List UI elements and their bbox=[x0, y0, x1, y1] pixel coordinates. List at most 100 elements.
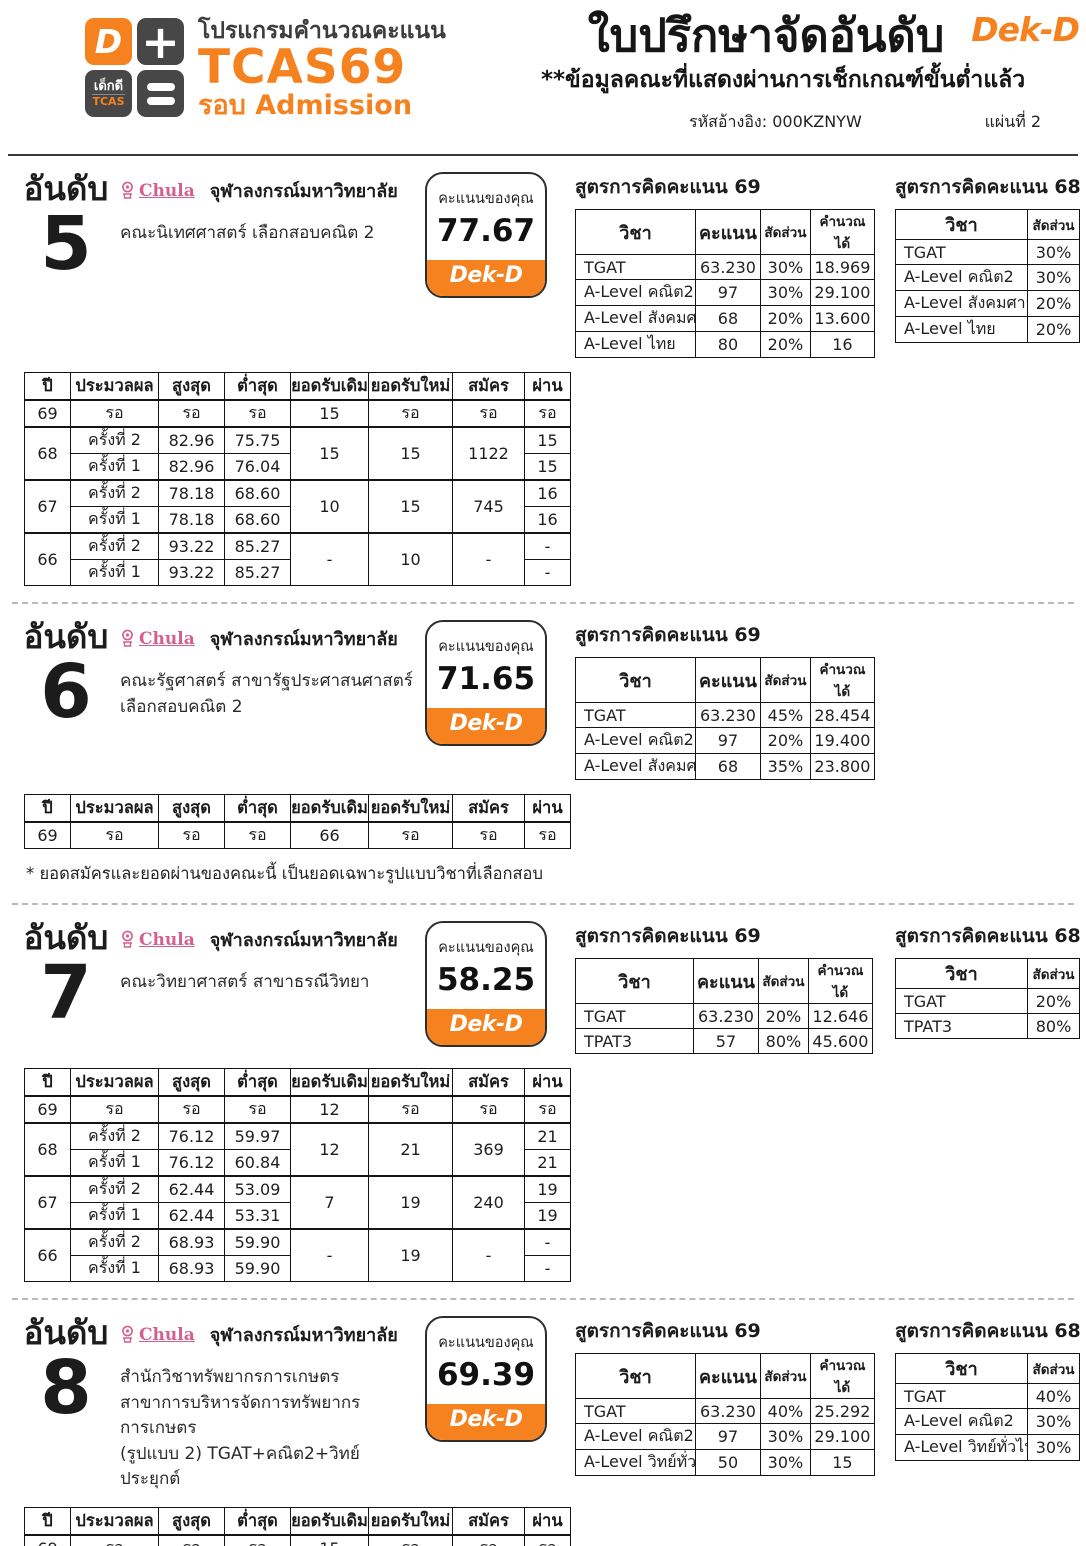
chula-crest-icon bbox=[122, 181, 133, 199]
formula-cell: A-Level คณิต2 bbox=[575, 279, 696, 306]
dekd-badge: Dek-D bbox=[427, 1404, 545, 1440]
stats-header-cell: สมัคร bbox=[452, 1506, 525, 1536]
stats-cell: 69 bbox=[24, 821, 71, 849]
stats-cell: 15 bbox=[524, 453, 571, 481]
app-logo: D + เด็กดี TCAS โปรแกรมคำนวณคะแนน TCAS69… bbox=[85, 18, 446, 121]
formula-cell: 20% bbox=[759, 727, 811, 754]
stats-cell: 16 bbox=[524, 479, 571, 507]
formula-header-cell: คะแนน bbox=[695, 1353, 761, 1399]
formula-cell: 15 bbox=[809, 1449, 875, 1476]
stats-header-cell: สมัคร bbox=[452, 372, 525, 401]
formula-cell: TGAT bbox=[575, 1003, 694, 1029]
formula-cell: 30% bbox=[759, 279, 811, 306]
formula-cell: TGAT bbox=[575, 254, 696, 280]
stats-cell: รอ bbox=[224, 1095, 291, 1124]
stats-header-cell: ยอดรับใหม่ bbox=[368, 794, 453, 823]
meta-row: รหัสอ้างอิง: 000KZNYW แผ่นที่ 2 bbox=[541, 98, 1081, 135]
stats-header-cell: ต่ำสุด bbox=[224, 1506, 291, 1536]
stats-cell: - bbox=[524, 1255, 571, 1282]
stats-cell: 68.93 bbox=[158, 1228, 225, 1256]
stats-cell: 19 bbox=[368, 1175, 453, 1230]
stats-header-cell: ปี bbox=[24, 794, 71, 823]
stats-cell: รอ bbox=[524, 1095, 571, 1124]
stats-header-cell: ต่ำสุด bbox=[224, 794, 291, 823]
stats-cell: รอ bbox=[524, 1534, 571, 1546]
stats-cell: รอ bbox=[158, 1095, 225, 1124]
dekd-badge: Dek-D bbox=[427, 708, 545, 744]
university-name: จุฬาลงกรณ์มหาวิทยาลัย bbox=[209, 181, 398, 202]
formula68-block: สูตรการคิดคะแนน 68 วิชา สัดส่วน TGAT 20% TPA… bbox=[895, 921, 1085, 1039]
stats-cell: รอ bbox=[158, 821, 225, 849]
stats-cell: ครั้งที่ 1 bbox=[70, 1255, 159, 1282]
rank-label: อันดับ bbox=[23, 1313, 109, 1352]
formula-header-cell: สัดส่วน bbox=[1027, 958, 1080, 989]
program-name: คณะนิเทศศาสตร์ เลือกสอบคณิต 2 bbox=[120, 221, 420, 247]
section-top: อันดับ 5 Chula จุฬาลงกรณ์มหาวิทยาลัย bbox=[20, 169, 1086, 358]
stats-cell: 12 bbox=[290, 1095, 369, 1124]
formula-cell: A-Level ไทย bbox=[895, 316, 1028, 343]
formula-cell: 29.100 bbox=[809, 1423, 875, 1450]
formula-cell: 97 bbox=[695, 279, 761, 306]
stats-header-cell: ต่ำสุด bbox=[224, 372, 291, 401]
rank-section: อันดับ 7 Chula จุฬาลงกรณ์มหาวิทยาลัย bbox=[0, 905, 1086, 1300]
score-caption: คะแนนของคุณ bbox=[438, 191, 534, 207]
stats-cell: 15 bbox=[368, 426, 453, 481]
score-value: 71.65 bbox=[436, 661, 536, 697]
stats-cell: ครั้งที่ 1 bbox=[70, 1149, 159, 1177]
score-value: 77.67 bbox=[436, 213, 536, 249]
stats-header-cell: ผ่าน bbox=[524, 794, 571, 823]
formula68-title: สูตรการคิดคะแนน 68 bbox=[895, 176, 1081, 198]
formula-cell: 28.454 bbox=[809, 702, 875, 728]
program-line: สำนักวิชาทรัพยากรการเกษตร bbox=[120, 1367, 340, 1387]
logo-plus-icon: + bbox=[137, 18, 184, 65]
formula-cell: TGAT bbox=[575, 1398, 696, 1424]
stats-header-cell: ปี bbox=[24, 1068, 71, 1097]
stats-cell: - bbox=[290, 1228, 369, 1282]
stats-year-cell: 67 bbox=[24, 479, 71, 534]
score-card: คะแนนของคุณ 71.65 Dek-D bbox=[425, 620, 547, 746]
rank-label: อันดับ bbox=[23, 617, 109, 656]
rank-block: อันดับ 7 bbox=[20, 920, 112, 1029]
stats-cell: 78.18 bbox=[158, 479, 225, 507]
stats-cell: 66 bbox=[290, 821, 369, 849]
university-row: Chula จุฬาลงกรณ์มหาวิทยาลัย bbox=[120, 925, 420, 954]
chula-logo-text: Chula bbox=[139, 929, 195, 950]
stats-header-cell: ปี bbox=[24, 372, 71, 401]
formula-cell: TGAT bbox=[575, 702, 696, 728]
stats-header-cell: สูงสุด bbox=[158, 794, 225, 823]
chula-logo-text: Chula bbox=[139, 628, 195, 649]
score-caption: คะแนนของคุณ bbox=[438, 940, 534, 956]
dekd-logo: Dek-D bbox=[971, 10, 1080, 49]
formula-cell: 63.230 bbox=[693, 1003, 759, 1029]
section-divider bbox=[12, 602, 1074, 604]
formula69-table: วิชา คะแนน สัดส่วน คำนวณได้ TGAT 63.230 40% 25.… bbox=[575, 1353, 875, 1476]
stats-cell: 68.60 bbox=[224, 479, 291, 507]
program-line: คณะวิทยาศาสตร์ สาขาธรณีวิทยา bbox=[120, 972, 370, 992]
info-block: Chula จุฬาลงกรณ์มหาวิทยาลัย สำนักวิชาทรั… bbox=[120, 1316, 420, 1493]
section-top: อันดับ 6 Chula จุฬาลงกรณ์มหาวิทยาลัย bbox=[20, 617, 1086, 780]
formula-cell: 23.800 bbox=[809, 753, 875, 780]
stats-cell: 75.75 bbox=[224, 426, 291, 454]
formula-cell: 57 bbox=[693, 1028, 759, 1054]
stats-header-cell: สูงสุด bbox=[158, 372, 225, 401]
stats-cell: 93.22 bbox=[158, 532, 225, 560]
formula-header-cell: สัดส่วน bbox=[1027, 1353, 1080, 1384]
stats-cell: รอ bbox=[452, 399, 525, 428]
university-name: จุฬาลงกรณ์มหาวิทยาลัย bbox=[209, 629, 398, 650]
university-row: Chula จุฬาลงกรณ์มหาวิทยาลัย bbox=[120, 1320, 420, 1349]
stats-cell: 59.90 bbox=[224, 1255, 291, 1282]
sheet-number: แผ่นที่ 2 bbox=[984, 111, 1041, 131]
stats-header-cell: ประมวลผล bbox=[70, 1506, 159, 1536]
rank-label: อันดับ bbox=[23, 169, 109, 208]
formula-cell: 68 bbox=[695, 753, 761, 780]
formula-header-cell: คำนวณได้ bbox=[807, 958, 873, 1004]
stats-cell: 59.90 bbox=[224, 1228, 291, 1256]
formula-header-cell: วิชา bbox=[575, 209, 696, 255]
stats-year-cell: 66 bbox=[24, 532, 71, 586]
formula69-title: สูตรการคิดคะแนน 69 bbox=[575, 624, 761, 646]
stats-cell: 745 bbox=[452, 479, 525, 534]
stats-header-cell: ผ่าน bbox=[524, 372, 571, 401]
stats-year-cell: 68 bbox=[24, 426, 71, 481]
formula-header-cell: วิชา bbox=[575, 657, 696, 703]
